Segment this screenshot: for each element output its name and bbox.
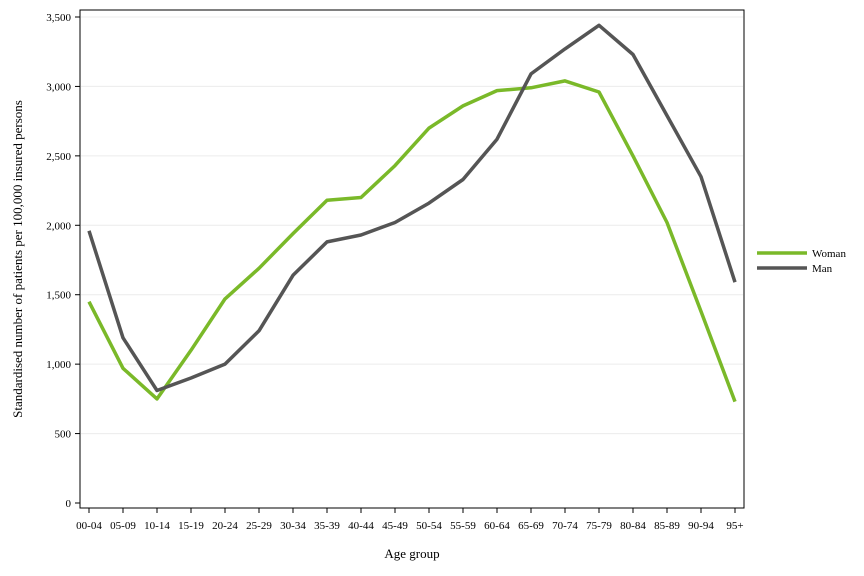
x-axis-title: Age group <box>384 546 439 561</box>
x-tick-label: 75-79 <box>586 520 612 532</box>
series-layer <box>87 23 737 403</box>
x-tick-label: 25-29 <box>246 520 272 532</box>
x-tick-label: 15-19 <box>178 520 204 532</box>
y-tick-label: 1,500 <box>46 290 71 302</box>
plot-area <box>79 9 745 509</box>
y-axis: 0 500 1,000 1,500 2,000 2,500 3,000 3,500 <box>46 12 80 510</box>
x-tick-label: 45-49 <box>382 520 408 532</box>
y-tick-label: 500 <box>55 429 72 441</box>
legend: Woman Man <box>757 248 846 275</box>
y-tick-label: 3,500 <box>46 12 71 24</box>
y-tick-label: 2,500 <box>46 151 71 163</box>
x-tick-label: 70-74 <box>552 520 578 532</box>
x-tick-label: 95+ <box>726 520 743 532</box>
x-tick-label: 05-09 <box>110 520 136 532</box>
legend-label-woman: Woman <box>812 248 846 260</box>
y-tick-label: 3,000 <box>46 81 71 93</box>
x-tick-label: 60-64 <box>484 520 510 532</box>
x-axis: 00-04 05-09 10-14 15-19 20-24 25-29 30-34 35-39… <box>76 508 744 532</box>
x-tick-label: 65-69 <box>518 520 544 532</box>
x-tick-label: 90-94 <box>688 520 714 532</box>
series-line-woman <box>87 79 737 403</box>
y-tick-label: 0 <box>66 498 72 510</box>
legend-label-man: Man <box>812 263 833 275</box>
x-tick-label: 50-54 <box>416 520 442 532</box>
x-tick-label: 35-39 <box>314 520 340 532</box>
x-tick-label: 85-89 <box>654 520 680 532</box>
x-tick-label: 40-44 <box>348 520 374 532</box>
x-tick-label: 00-04 <box>76 520 102 532</box>
x-tick-label: 30-34 <box>280 520 306 532</box>
series-line-man <box>87 23 737 393</box>
x-tick-label: 55-59 <box>450 520 476 532</box>
y-tick-label: 1,000 <box>46 359 71 371</box>
grid <box>81 16 743 435</box>
x-tick-label: 80-84 <box>620 520 646 532</box>
y-tick-label: 2,000 <box>46 220 71 232</box>
x-tick-label: 10-14 <box>144 520 170 532</box>
y-axis-title: Standardised number of patients per 100,… <box>10 100 25 418</box>
x-tick-label: 20-24 <box>212 520 238 532</box>
